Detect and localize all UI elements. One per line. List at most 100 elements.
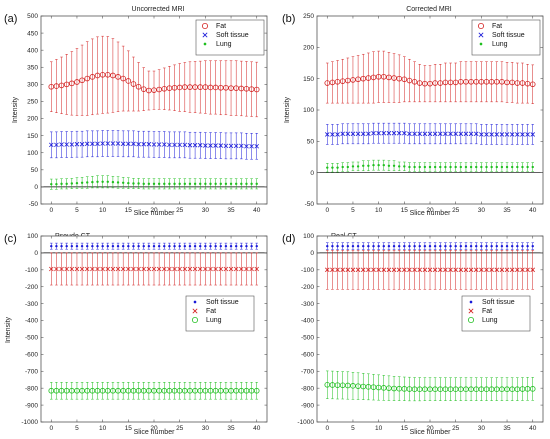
panel-a-xlabel: Slice number (134, 210, 176, 217)
panel-a-lung-point (199, 182, 202, 186)
panel-b-lung-point (341, 165, 344, 169)
panel-c-soft-tissue-point (142, 244, 145, 248)
panel-c-fat-point (254, 266, 260, 272)
panel-d-fat-point (402, 267, 407, 273)
panel-d-soft-tissue-point (403, 244, 406, 248)
panel-b-xlabel: Slice number (410, 210, 452, 217)
panel-d-soft-tissue-point (372, 244, 375, 248)
panel-a-soft-tissue-point (74, 141, 80, 147)
panel-a-legend-swatch-lung (203, 42, 207, 46)
panel-d-xtick-label: 30 (478, 425, 486, 432)
panel-a-soft-tissue-point (156, 142, 162, 147)
panel-d-xtick-label: 35 (503, 425, 511, 432)
panel-a-fat-point (253, 86, 260, 93)
panel-b-xtick-label: 5 (351, 207, 355, 214)
panel-a-lung-point (55, 182, 58, 186)
panel-d-ytick-label: -700 (301, 368, 314, 375)
panel-b-lung-point (397, 165, 401, 168)
panel-d-soft-tissue-point (423, 244, 427, 248)
panel-a-lung-point (65, 182, 68, 186)
panel-b-fat-point (529, 81, 536, 88)
panel-a-soft-tissue-point (146, 141, 152, 147)
panel-c-legend-box (185, 295, 255, 332)
panel-a-fat-point (53, 83, 60, 89)
panel-d-fat-point (376, 267, 381, 273)
panel-b-lung-point (459, 165, 463, 169)
panel-b-lung-point (351, 165, 355, 168)
panel-a-ytick-label: 500 (27, 13, 38, 20)
panel-a-lung-point (245, 182, 248, 186)
panel-d-fat-point (484, 267, 489, 273)
panel-d-soft-tissue-point (475, 244, 478, 248)
panel-a-xtick-label: 30 (202, 207, 210, 214)
panel-d-legend: Soft tissue Fat Lung (461, 295, 531, 332)
panel-a-lung-point (132, 182, 135, 185)
panel-d-soft-tissue-point (331, 244, 334, 248)
panel-b-soft-tissue-point (484, 132, 489, 137)
panel-d-ytick-label: -600 (301, 352, 314, 359)
panel-d-soft-tissue-point (526, 244, 529, 248)
panel-b-fat-point (355, 76, 361, 83)
panel-c-fat-point (79, 266, 85, 272)
panel-a-soft-tissue-point (244, 143, 249, 149)
panel-b-fat-point (329, 79, 336, 86)
panel-d-fat-point (340, 267, 345, 273)
panel-b-legend-label-soft-tissue: Soft tissue (492, 32, 525, 39)
panel-d-soft-tissue-point (454, 244, 457, 248)
panel-b-lung-point (433, 165, 437, 169)
panel-a-lung-point (168, 182, 171, 186)
panel-b-ytick-label: 250 (303, 13, 314, 20)
panel-d-xtick-label: 10 (375, 425, 383, 432)
panel-d-soft-tissue-point (356, 244, 360, 248)
panel-c-marks (41, 242, 267, 400)
panel-d-soft-tissue-point (326, 244, 329, 248)
panel-b-lung-point (362, 164, 365, 167)
panel-d-xtick-label: 20 (426, 425, 434, 432)
panel-c-xtick-label: 40 (253, 425, 261, 432)
panel-d-soft-tissue-point (428, 244, 432, 248)
panel-b-lung-point (469, 165, 473, 169)
panel-d-fat-point (324, 267, 330, 273)
panel-a-soft-tissue-point (213, 143, 218, 148)
panel-b-ytick-label: 0 (310, 170, 314, 177)
panel-b-lung-point (377, 163, 380, 167)
panel-a-soft-tissue-point (131, 141, 136, 147)
panel-a-lung-point (96, 180, 99, 183)
panel-a-soft-tissue-point (110, 141, 116, 146)
panel-a-soft-tissue-point (59, 142, 64, 147)
panel-a-soft-tissue-point (187, 142, 193, 148)
panel-c-fat-point (74, 266, 80, 272)
panel-d-soft-tissue-point (351, 244, 355, 248)
panel-d-fat-point (463, 267, 469, 273)
panel-c-fat-point (197, 266, 203, 272)
panel-d-fat-point (432, 267, 438, 273)
panel-b-fat-point (350, 77, 356, 83)
panel-c-legend-swatch-lung (191, 316, 199, 324)
panel-a-soft-tissue-point (90, 141, 95, 147)
panel-c-soft-tissue-point (250, 244, 253, 248)
panel-b-lung-point (423, 165, 427, 169)
panel-c-soft-tissue-point (255, 244, 258, 248)
panel-a-fat-point (104, 71, 111, 78)
panel-b-lung-point (367, 164, 370, 167)
panel-a-lung-point (86, 181, 89, 184)
panel-d-legend-box (461, 295, 531, 332)
panel-b-xtick-label: 10 (375, 207, 383, 214)
panel-d-soft-tissue-point (418, 244, 421, 248)
panel-a-fat-point (156, 86, 162, 93)
panel-a-fat-point (58, 82, 65, 89)
panel-d-legend-label-fat: Fat (482, 308, 492, 315)
panel-c-xlabel: Slice number (134, 429, 176, 436)
panel-c-soft-tissue-point (224, 244, 228, 248)
panel-b: (b) Corrected MRI 0 5 10 15 20 25 30 35 40 -50 0 50… (282, 6, 544, 217)
panel-d-fat-point (355, 267, 361, 273)
panel-c-xtick-label: 25 (176, 425, 184, 432)
panel-b-soft-tissue-point (432, 131, 438, 137)
panel-b-lung-point (331, 166, 334, 169)
panel-d-fat-point (330, 267, 335, 273)
panel-a-soft-tissue-point (95, 141, 100, 147)
panel-b-soft-tissue-point (458, 131, 464, 137)
panel-d-ticks: 0 5 10 15 20 25 30 35 40-1000-900-800-700-600-50… (297, 233, 543, 432)
panel-a-soft-tissue-point (120, 141, 126, 147)
panel-d-legend-swatch-soft-tissue (469, 300, 473, 304)
